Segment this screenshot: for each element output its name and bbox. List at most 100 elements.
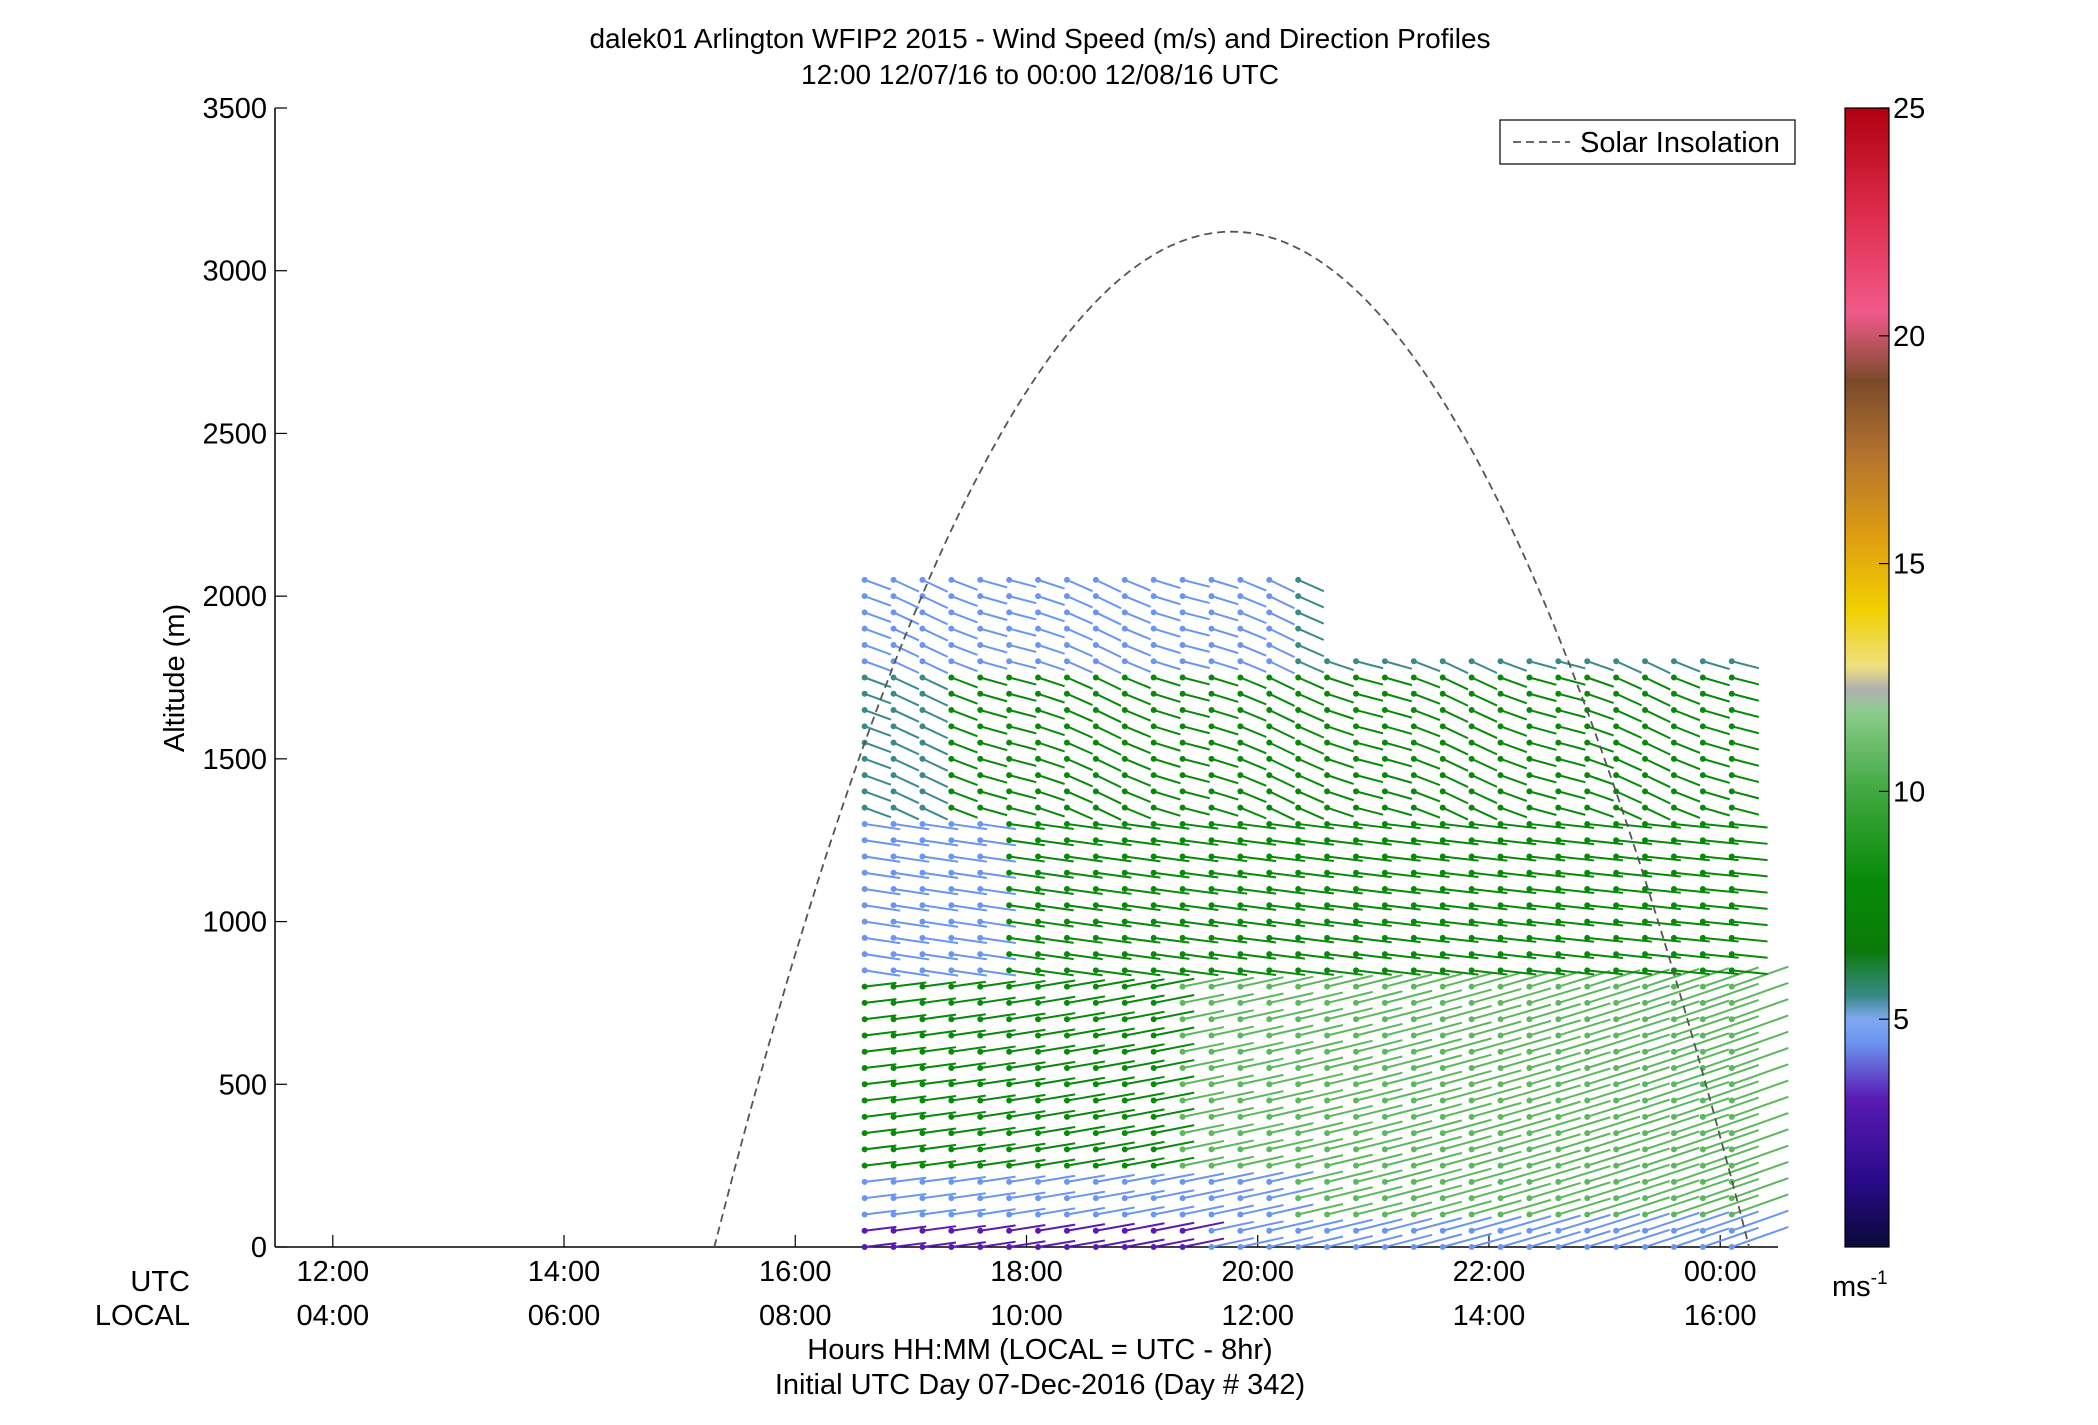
wind-barb-shaft: [1586, 725, 1614, 737]
wind-barb-point: [1728, 837, 1735, 844]
wind-barb-point: [1150, 674, 1157, 681]
wind-barb-shaft: [893, 660, 920, 674]
y-tick-label: 3500: [202, 93, 267, 125]
wind-barb-shaft: [1529, 871, 1566, 878]
wind-barb-point: [1670, 1162, 1677, 1169]
x-tick-label-local: 14:00: [1453, 1300, 1526, 1332]
wind-barb-shaft: [1586, 676, 1614, 688]
wind-barb-point: [1179, 951, 1186, 958]
wind-barb-point: [1555, 674, 1562, 681]
wind-barb-shaft: [1731, 806, 1760, 816]
wind-barb-point: [1670, 1065, 1677, 1072]
wind-barb-shaft: [1009, 1126, 1046, 1135]
wind-barb-shaft: [1673, 1097, 1730, 1118]
wind-barb-shaft: [1702, 774, 1731, 784]
wind-barb-point: [1295, 625, 1302, 632]
wind-barb-shaft: [1702, 1226, 1760, 1248]
wind-barb-shaft: [1268, 660, 1295, 675]
wind-barb-shaft: [893, 855, 930, 863]
wind-barb-shaft: [1037, 709, 1065, 720]
wind-barb-point: [1410, 918, 1417, 925]
wind-barb-point: [1642, 1130, 1649, 1137]
wind-barb-shaft: [950, 709, 978, 721]
wind-barb-point: [1381, 674, 1388, 681]
wind-barb-shaft: [1240, 1025, 1284, 1037]
wind-barb-point: [861, 1081, 868, 1088]
wind-barb-point: [977, 1130, 984, 1137]
colorbar-unit-exponent: -1: [1871, 1268, 1888, 1289]
wind-barb-point: [977, 576, 984, 583]
wind-barb-point: [1699, 804, 1706, 811]
wind-barb-point: [1121, 674, 1128, 681]
wind-barb-point: [1266, 707, 1273, 714]
wind-barb-shaft: [1269, 1024, 1314, 1037]
wind-barb-point: [1324, 983, 1331, 990]
y-tick-label: 1000: [202, 907, 267, 939]
wind-barb-point: [1295, 902, 1302, 909]
wind-barb-point: [1237, 1081, 1244, 1088]
wind-barb-point: [948, 788, 955, 795]
wind-barb-point: [948, 951, 955, 958]
wind-barb-point: [1035, 1227, 1042, 1234]
wind-barb-shaft: [1182, 1221, 1225, 1232]
wind-barb-point: [1584, 755, 1591, 762]
wind-barb-point: [919, 707, 926, 714]
wind-barb-shaft: [864, 981, 897, 988]
wind-barb-point: [1179, 625, 1186, 632]
wind-barb-shaft: [1616, 904, 1653, 911]
wind-barb-shaft: [1529, 1214, 1581, 1232]
wind-barb-point: [1699, 788, 1706, 795]
wind-barb-shaft: [922, 871, 959, 880]
wind-barb-shaft: [1326, 709, 1354, 720]
wind-barb-point: [1266, 1227, 1273, 1234]
wind-barb-point: [861, 853, 868, 860]
wind-barb-shaft: [1384, 790, 1413, 800]
wind-barb-point: [1642, 902, 1649, 909]
wind-barb-shaft: [1009, 1175, 1046, 1183]
wind-barb-point: [861, 1162, 868, 1169]
wind-barb-shaft: [1240, 725, 1267, 738]
wind-barb-point: [1266, 1016, 1273, 1023]
wind-barb-shaft: [893, 822, 930, 831]
wind-barb-point: [1353, 1016, 1360, 1023]
wind-barb-point: [1670, 837, 1677, 844]
wind-barb-point: [890, 869, 897, 876]
wind-barb-shaft: [1587, 969, 1624, 976]
wind-barb-shaft: [1182, 578, 1210, 588]
wind-barb-shaft: [1673, 676, 1701, 689]
wind-barb-shaft: [1413, 660, 1441, 673]
wind-barb-shaft: [1673, 1048, 1730, 1069]
wind-barb-shaft: [922, 676, 949, 691]
wind-barb-point: [1150, 1227, 1157, 1234]
wind-barb-shaft: [1615, 676, 1643, 690]
wind-barb-shaft: [922, 595, 949, 609]
wind-barb-shaft: [1355, 1120, 1403, 1135]
wind-barb-shaft: [1095, 1060, 1135, 1069]
wind-barb-point: [977, 869, 984, 876]
wind-barb-point: [1353, 723, 1360, 730]
wind-barb-point: [1728, 1130, 1735, 1137]
wind-barb-shaft: [1529, 806, 1557, 816]
wind-barb-point: [1613, 1113, 1620, 1120]
wind-barb-shaft: [1153, 741, 1181, 752]
wind-barb-shaft: [1066, 660, 1093, 674]
wind-barb-shaft: [1587, 855, 1624, 862]
wind-barb-shaft: [1009, 996, 1046, 1004]
wind-barb-point: [1642, 723, 1649, 730]
wind-barb-point: [1353, 1048, 1360, 1055]
wind-barb-shaft: [1268, 595, 1295, 610]
wind-barb-shaft: [1731, 1095, 1789, 1118]
wind-barb-point: [1526, 674, 1533, 681]
wind-barb-shaft: [1644, 1016, 1700, 1037]
wind-barb-shaft: [1008, 725, 1037, 735]
wind-barb-shaft: [1124, 953, 1161, 960]
wind-barb-point: [1006, 1016, 1013, 1023]
wind-barb-shaft: [1616, 822, 1653, 829]
wind-barb-point: [1035, 772, 1042, 779]
wind-barb-shaft: [1124, 741, 1152, 755]
wind-barb-point: [1324, 739, 1331, 746]
wind-barb-point: [1208, 1032, 1215, 1039]
wind-barb-point: [1121, 820, 1128, 827]
wind-barb-point: [1121, 625, 1128, 632]
wind-barb-shaft: [1240, 1057, 1284, 1069]
